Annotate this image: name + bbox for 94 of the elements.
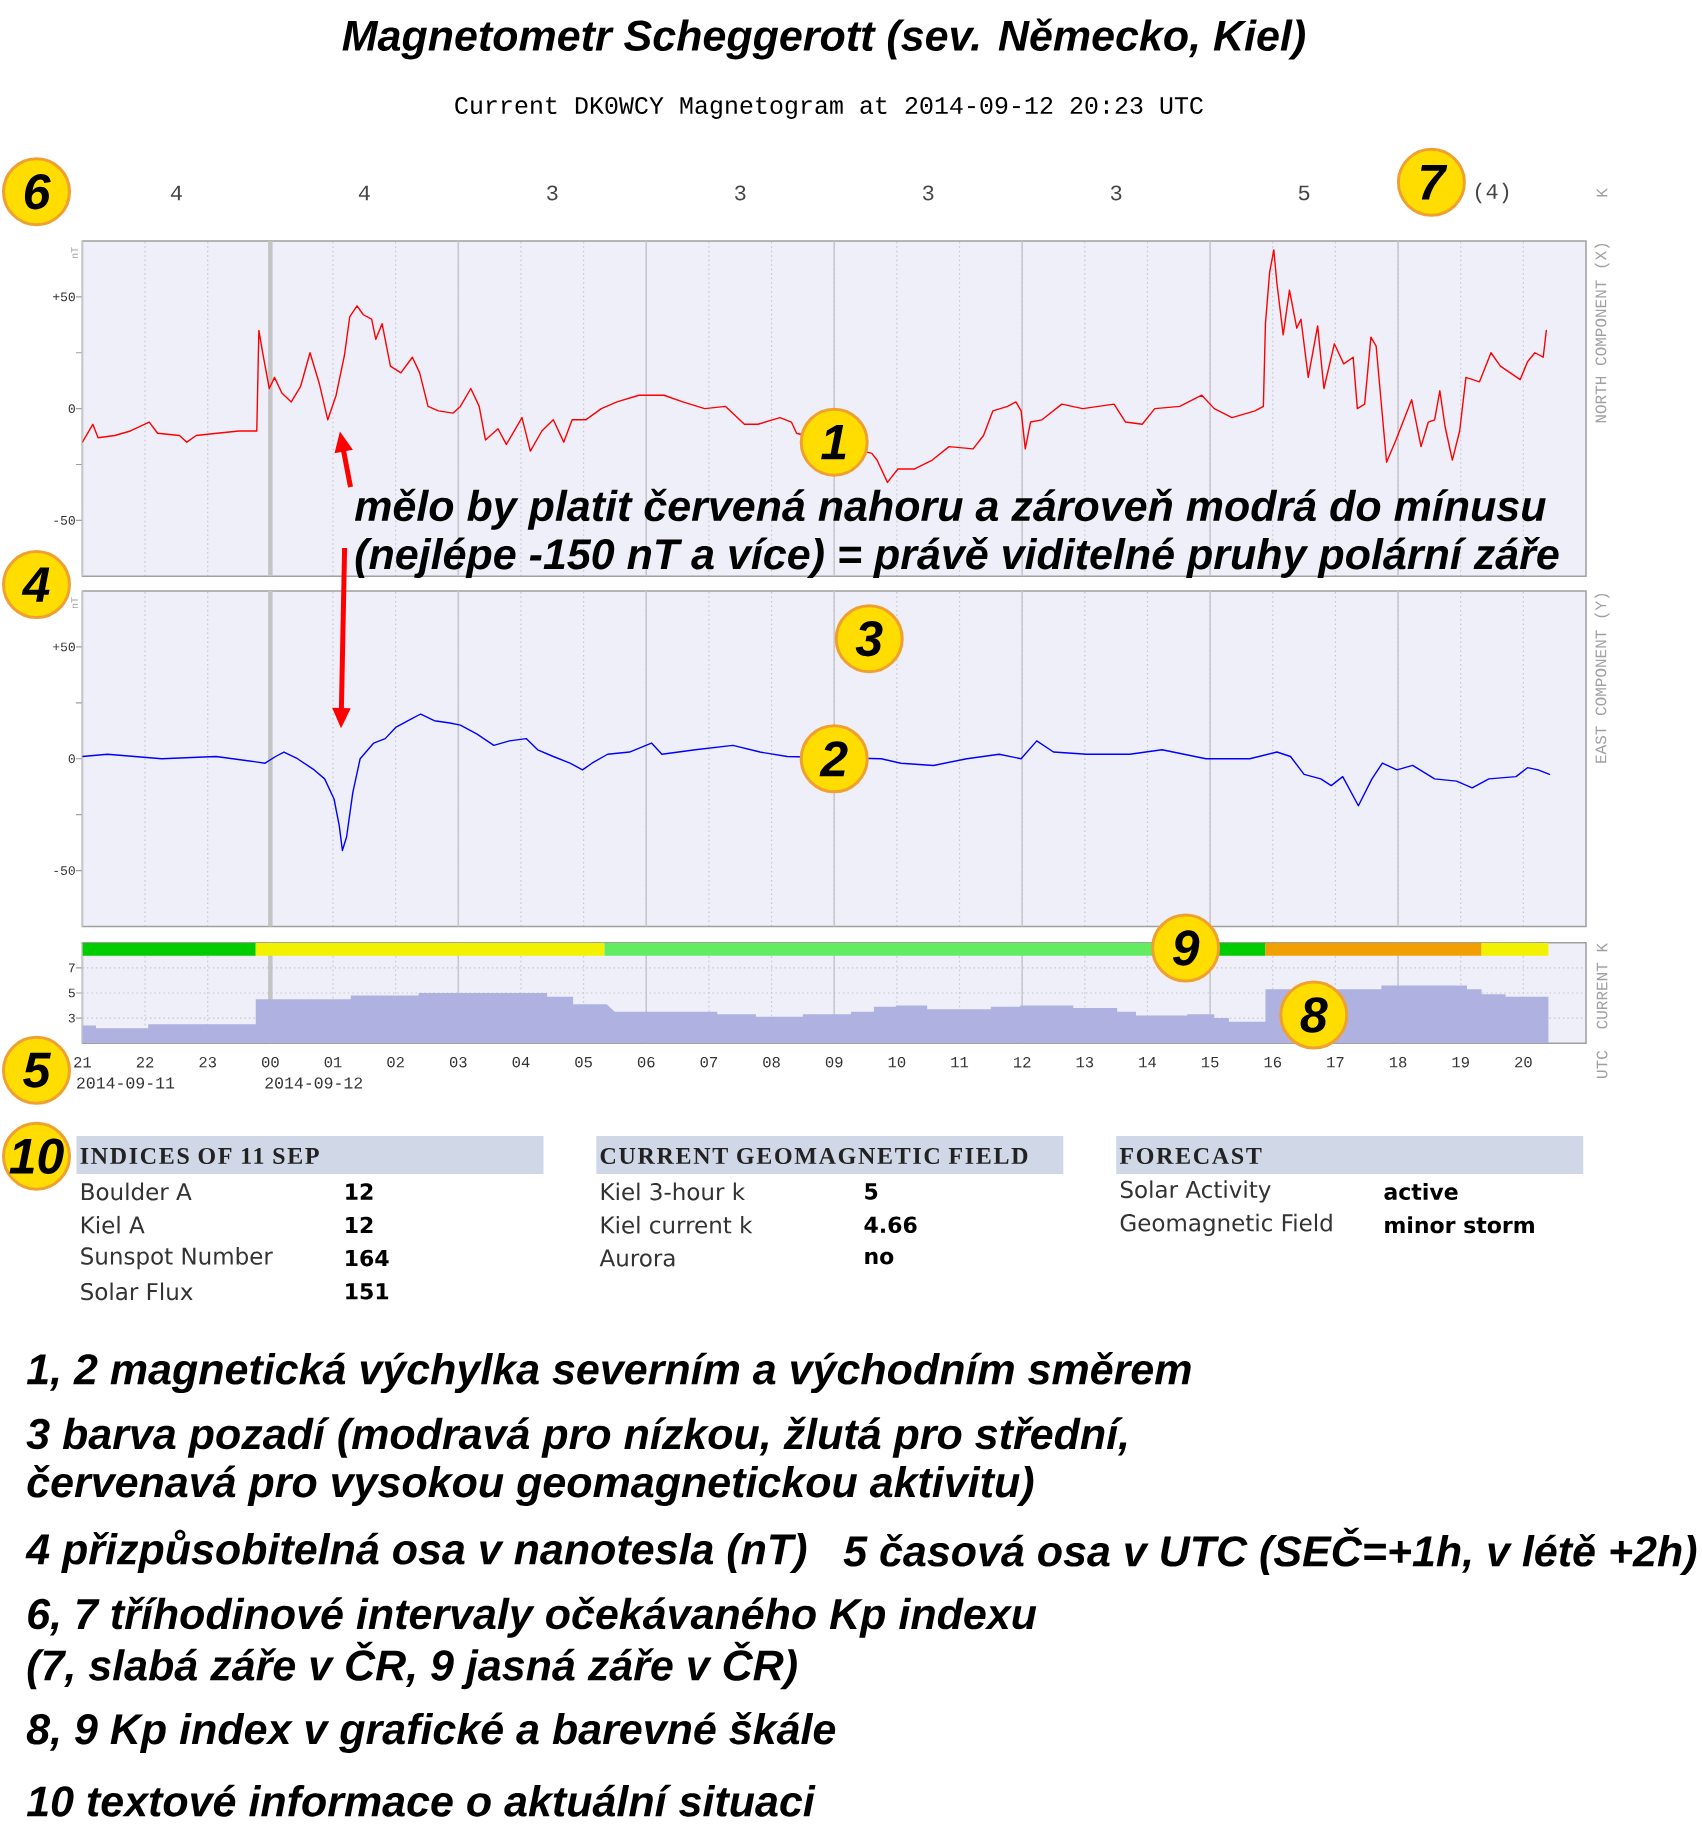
text: 2014-09-12 [265, 1077, 363, 1089]
text: Solar Flux [81, 1282, 193, 1301]
x-tick-label: 12 [1013, 1057, 1031, 1068]
text: 1, 2 magnetická výchylka severním a východním směrem [26, 1352, 1191, 1394]
y-axis-title: CURRENT K [1596, 943, 1608, 1029]
text: 8, 9 Kp index v grafické a barevné škále [26, 1711, 836, 1754]
text: 164 [346, 1249, 389, 1267]
x-tick-label: 05 [575, 1056, 592, 1068]
x-tick-label: 14 [1139, 1057, 1156, 1068]
x-tick-label: 04 [512, 1056, 530, 1068]
y-tick-label: -50 [54, 866, 75, 875]
annotation: 9 [1172, 930, 1200, 966]
x-tick-label: 21 [74, 1057, 91, 1068]
chart-title: Magnetometr Scheggerott (sev. Německo, Kiel) [342, 18, 1305, 60]
text: (7, slabá záře v ČR, 9 jasná záře v ČR) [27, 1641, 797, 1690]
x-tick-label: 00 [261, 1056, 279, 1068]
text: 3 [735, 185, 746, 201]
text: 151 [346, 1283, 389, 1300]
x-tick-label: 07 [700, 1056, 717, 1068]
text: 4 [21, 567, 50, 602]
text: INDICES OF 11 SEP [80, 1147, 319, 1165]
x-tick-label: 17 [1327, 1057, 1344, 1068]
x-tick-label: 01 [324, 1056, 342, 1068]
text: 3 [922, 185, 934, 201]
text: Boulder A [81, 1182, 192, 1201]
text: 10 textové informace o aktuální situaci [26, 1784, 816, 1817]
y-tick-label: 5 [68, 988, 75, 998]
text: CURRENT GEOMAGNETIC FIELD [600, 1147, 1028, 1165]
y-axis-title: nT [71, 597, 78, 609]
text: Geomagnetic Field [1120, 1213, 1332, 1236]
text: 4 [358, 185, 370, 201]
x-tick-label: 20 [1515, 1056, 1532, 1068]
x-tick-label: 22 [136, 1057, 154, 1068]
text: 3 barva pozadí (modravá pro nízkou, žlutá pro střední, [26, 1416, 1127, 1458]
text: 5 [1298, 185, 1310, 201]
text: 2014-09-11 [77, 1077, 175, 1089]
text: 4 [170, 185, 182, 201]
x-tick-label: 16 [1264, 1056, 1282, 1068]
text: 3 [547, 185, 558, 201]
text: 4.66 [864, 1216, 917, 1234]
y-tick-label: 7 [68, 963, 75, 973]
text: FORECAST [1119, 1147, 1262, 1165]
text: 4 přizpůsobitelná osa v nanotesla (nT) [25, 1529, 807, 1574]
annotation: mělo by platit červená nahoru a zároveň modrá do mínusu [354, 488, 1546, 530]
x-tick-label: 13 [1076, 1056, 1094, 1068]
text: UTC [1596, 1050, 1608, 1078]
y-tick-label: -50 [54, 515, 75, 525]
text: no [865, 1251, 894, 1265]
text: minor storm [1385, 1216, 1534, 1234]
annotation: 1 [821, 424, 846, 460]
text: 7 [1421, 165, 1448, 200]
text: 5 [865, 1183, 878, 1200]
y-tick-label: 3 [68, 1013, 75, 1023]
y2-axis-title: EAST COMPONENT (Y) [1594, 593, 1610, 763]
text: 6 [24, 173, 51, 210]
y-axis-title: nT [71, 247, 78, 259]
annotation: 8 [1300, 997, 1328, 1033]
annotation: (nejlépe -150 nT a více) = právě viditelné pruhy polární záře [355, 536, 1559, 578]
x-tick-label: 23 [199, 1056, 217, 1068]
y-tick-label: 0 [68, 754, 75, 764]
y-tick-label: +50 [53, 642, 75, 652]
text: 10 [9, 1138, 64, 1174]
x-tick-label: 06 [637, 1056, 655, 1068]
text: active [1384, 1182, 1458, 1201]
text: K [1596, 188, 1608, 197]
text: 12 [346, 1183, 373, 1200]
x-tick-label: 18 [1389, 1056, 1407, 1068]
text: Kiel A [81, 1215, 145, 1234]
text: 5 [23, 1052, 51, 1088]
annotation: 2 [819, 741, 848, 777]
text: (4) [1475, 182, 1509, 204]
text: 12 [346, 1216, 373, 1233]
annotation: 3 [855, 620, 883, 657]
chart-subtitle: Current DK0WCY Magnetogram at 2014-09-12 20:23 UTC [455, 97, 1203, 119]
text: Kiel current k [601, 1215, 753, 1234]
text: Kiel 3-hour k [601, 1182, 746, 1201]
x-tick-label: 03 [449, 1056, 467, 1068]
text: červenavá pro vysokou geomagnetickou aktivitu) [27, 1464, 1034, 1507]
x-tick-label: 19 [1452, 1056, 1469, 1068]
y2-axis-title: NORTH COMPONENT (X) [1594, 243, 1610, 423]
y-tick-label: 0 [68, 404, 75, 414]
y-tick-label: +50 [53, 292, 75, 302]
text: 6, 7 tříhodinové intervaly očekávaného Kp indexu [28, 1596, 1037, 1638]
x-tick-label: 02 [387, 1056, 404, 1068]
text: Aurora [599, 1249, 675, 1267]
text: 5 časová osa v UTC (SEČ=+1h, v létě +2h) [843, 1527, 1697, 1576]
x-tick-label: 10 [888, 1056, 906, 1068]
x-tick-label: 08 [763, 1056, 780, 1068]
text: Sunspot Number [81, 1246, 273, 1270]
x-tick-label: 09 [825, 1056, 843, 1068]
text: 3 [1110, 185, 1122, 201]
x-tick-label: 11 [951, 1057, 969, 1068]
text: Solar Activity [1120, 1180, 1271, 1203]
x-tick-label: 15 [1201, 1057, 1219, 1068]
